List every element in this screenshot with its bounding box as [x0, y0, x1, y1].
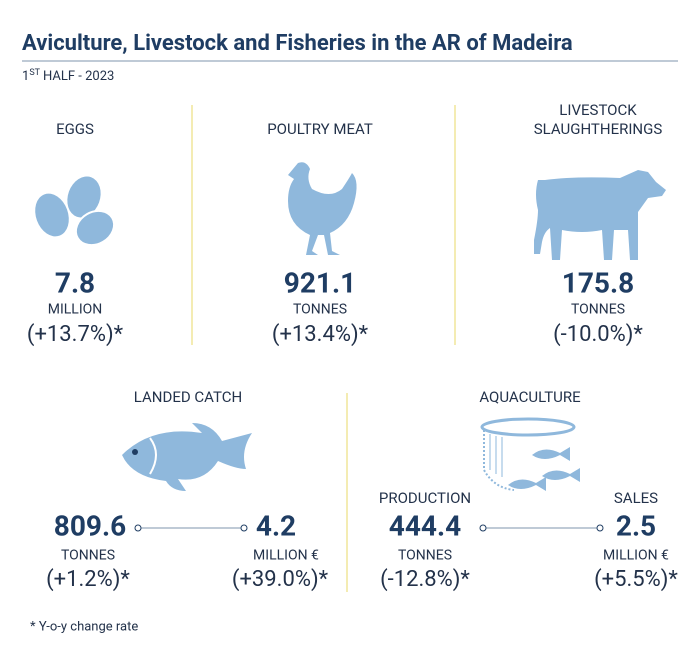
- production-value: 444.4: [389, 509, 461, 542]
- poultry-value: 921.1: [284, 266, 356, 299]
- production-label: PRODUCTION: [379, 489, 471, 507]
- catch-value: 809.6: [54, 509, 126, 542]
- fish-icon: [122, 423, 252, 491]
- cow-icon: [534, 170, 666, 260]
- aquaculture-label: AQUACULTURE: [479, 388, 581, 406]
- eggs-value: 7.8: [55, 266, 95, 299]
- sales-change: (+5.5%)*: [594, 567, 678, 592]
- sales-label: SALES: [614, 489, 658, 507]
- production-unit: TONNES: [398, 548, 452, 564]
- subtitle-rest: HALF - 2023: [43, 69, 114, 84]
- chicken-icon: [288, 162, 357, 255]
- livestock-unit: TONNES: [571, 302, 625, 318]
- title: Aviculture, Livestock and Fisheries in t…: [22, 31, 573, 56]
- aquaculture-icon: [480, 417, 580, 491]
- subtitle-number: 1: [22, 69, 29, 84]
- livestock-label: LIVESTOCK: [559, 101, 637, 119]
- eggs-label: EGGS: [56, 120, 94, 138]
- connector: [134, 524, 248, 532]
- catch-change: (+1.2%)*: [46, 567, 130, 592]
- livestock-change: (-10.0%)*: [553, 322, 643, 347]
- sales-unit: MILLION €: [603, 548, 669, 564]
- catch-unit: TONNES: [61, 548, 115, 564]
- catch-revenue-value: 4.2: [256, 509, 296, 542]
- connector: [479, 524, 604, 532]
- catch-revenue-unit: MILLION €: [253, 548, 319, 564]
- catch-revenue-change: (+39.0%)*: [232, 567, 329, 592]
- subtitle: 1ST HALF - 2023: [22, 68, 114, 84]
- eggs-icon: [35, 176, 116, 247]
- eggs-change: (+13.7%)*: [27, 322, 124, 347]
- subtitle-sup: ST: [29, 68, 40, 78]
- eggs-unit: MILLION: [48, 302, 103, 318]
- sales-value: 2.5: [616, 509, 656, 542]
- footnote: * Y-o-y change rate: [30, 619, 138, 634]
- poultry-change: (+13.4%)*: [272, 322, 369, 347]
- livestock-value: 175.8: [562, 266, 634, 299]
- livestock-label: SLAUGHTHERINGS: [534, 120, 663, 138]
- production-change: (-12.8%)*: [380, 567, 470, 592]
- poultry-label: POULTRY MEAT: [267, 120, 373, 138]
- landed-catch-label: LANDED CATCH: [134, 388, 242, 406]
- poultry-unit: TONNES: [293, 302, 347, 318]
